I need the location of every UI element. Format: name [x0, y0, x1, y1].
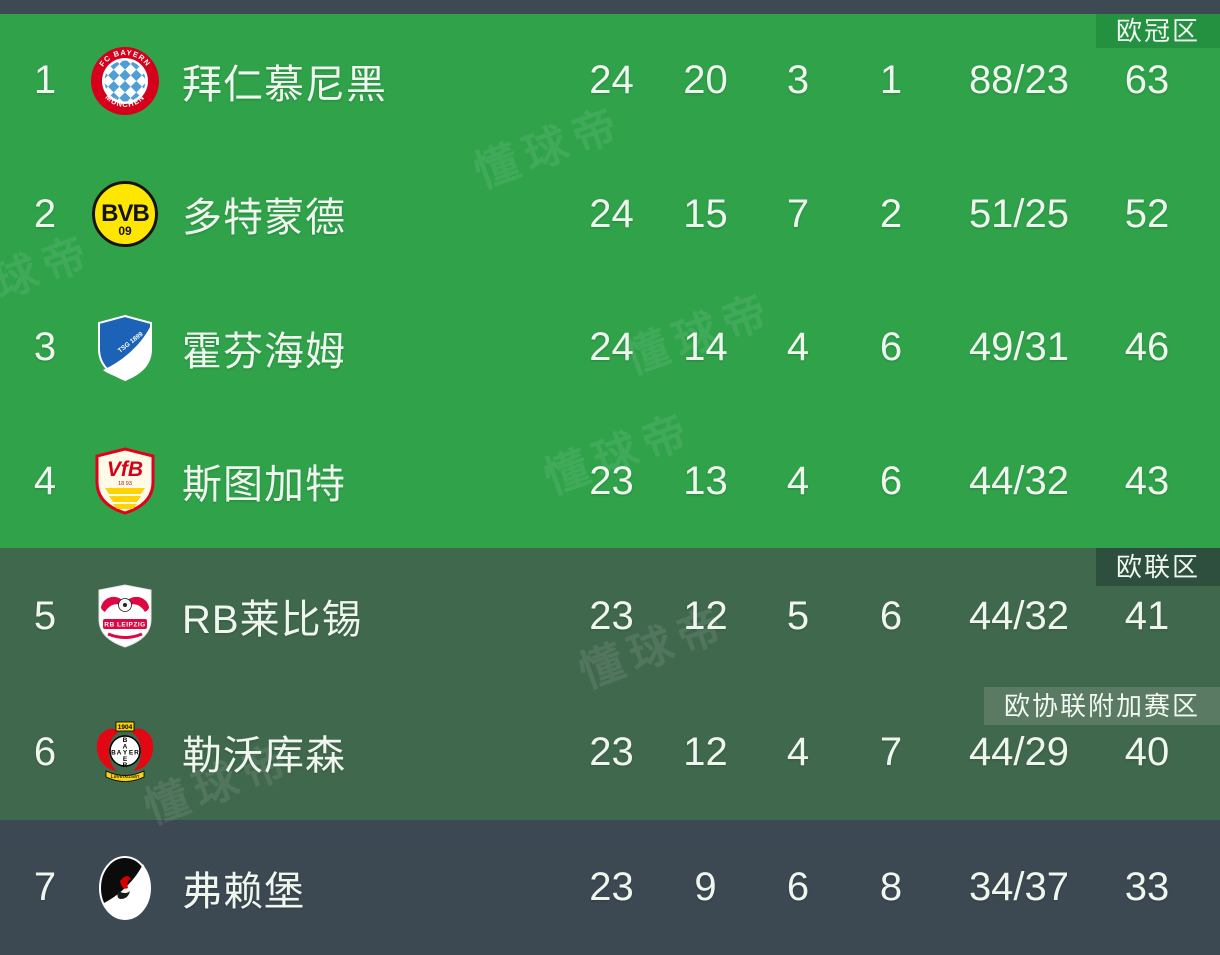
losses: 6 — [879, 458, 903, 503]
points: 33 — [1124, 865, 1170, 909]
hoffenheim-logo: TSG 1899 — [90, 313, 160, 383]
status-bar — [0, 0, 1220, 14]
svg-text:1904: 1904 — [118, 724, 133, 731]
draws: 4 — [786, 458, 810, 503]
matches-played: 24 — [589, 325, 634, 370]
losses: 2 — [879, 191, 903, 236]
goals-for-against: 44/29 — [968, 729, 1070, 774]
rank: 7 — [33, 865, 57, 909]
team-name: 斯图加特 — [182, 463, 346, 508]
svg-text:18 93: 18 93 — [118, 481, 132, 487]
conference-playoff-zone-badge: 欧协联附加赛区 — [983, 687, 1220, 725]
draws: 5 — [786, 593, 810, 638]
svg-text:Y: Y — [123, 750, 128, 757]
team-name: 勒沃库森 — [182, 734, 346, 778]
wins: 20 — [683, 58, 728, 103]
rank: 4 — [33, 458, 57, 503]
svg-text:BVB: BVB — [101, 200, 149, 227]
table-row[interactable]: 5 RB LEIPZIG RB莱比锡 23 12 5 6 44/32 41 — [0, 548, 1220, 684]
goals-for-against: 34/37 — [968, 865, 1070, 909]
goals-for-against: 49/31 — [968, 325, 1070, 370]
wins: 13 — [683, 458, 728, 503]
points: 43 — [1124, 458, 1170, 503]
freiburg-logo — [90, 853, 160, 923]
rb-leipzig-logo: RB LEIPZIG — [90, 581, 160, 651]
wins: 14 — [683, 325, 728, 370]
rank: 2 — [33, 191, 57, 236]
wins: 9 — [694, 865, 717, 909]
svg-text:B: B — [123, 737, 128, 744]
goals-for-against: 88/23 — [968, 58, 1070, 103]
draws: 7 — [786, 191, 810, 236]
svg-text:09: 09 — [118, 224, 132, 238]
rank: 5 — [33, 593, 57, 638]
svg-text:VfB: VfB — [107, 458, 143, 481]
wins: 15 — [683, 191, 728, 236]
matches-played: 23 — [589, 865, 634, 909]
table-row[interactable]: 1 FC BAYERN MÜNCHEN 拜仁慕尼黑 — [0, 14, 1220, 148]
svg-text:A: A — [123, 744, 128, 751]
svg-text:R: R — [134, 750, 139, 757]
table-row[interactable]: 7 弗赖堡 23 9 6 8 34/37 33 — [0, 820, 1220, 955]
draws: 4 — [786, 325, 810, 370]
svg-text:E: E — [123, 756, 128, 763]
table-row[interactable]: 4 VfB 18 93 斯图加特 23 13 4 6 44/32 43 — [0, 415, 1220, 549]
table-row[interactable]: 3 TSG 1899 霍芬海姆 24 14 4 6 49/31 46 — [0, 281, 1220, 415]
stuttgart-logo: VfB 18 93 — [90, 446, 160, 516]
draws: 4 — [786, 729, 810, 774]
matches-played: 23 — [589, 729, 634, 774]
svg-text:B: B — [111, 750, 116, 757]
matches-played: 23 — [589, 458, 634, 503]
svg-text:E: E — [129, 750, 134, 757]
europa-league-zone: 欧联区 欧协联附加赛区 5 RB LEIPZIG RB莱比锡 23 12 5 6… — [0, 548, 1220, 820]
team-name: 多特蒙德 — [182, 196, 346, 241]
team-name: 拜仁慕尼黑 — [182, 62, 387, 107]
table-row[interactable]: 2 BVB 09 多特蒙德 24 15 7 2 51/25 52 — [0, 148, 1220, 282]
goals-for-against: 44/32 — [968, 458, 1070, 503]
borussia-dortmund-logo: BVB 09 — [90, 179, 160, 249]
rank: 1 — [33, 58, 57, 103]
team-name: 弗赖堡 — [182, 869, 305, 914]
europa-league-zone-badge: 欧联区 — [1095, 548, 1220, 586]
svg-text:RB LEIPZIG: RB LEIPZIG — [104, 622, 145, 629]
points: 46 — [1124, 325, 1170, 370]
losses: 1 — [879, 58, 903, 103]
champions-league-zone: 欧冠区 1 FC BAYERN MÜNCHEN — [0, 14, 1220, 548]
goals-for-against: 51/25 — [968, 191, 1070, 236]
champions-league-zone-badge: 欧冠区 — [1095, 14, 1220, 48]
mid-table-zone: 7 弗赖堡 23 9 6 8 34/37 33 — [0, 820, 1220, 955]
matches-played: 23 — [589, 593, 634, 638]
losses: 8 — [879, 865, 903, 909]
rank: 6 — [33, 729, 57, 774]
bayern-munich-logo: FC BAYERN MÜNCHEN — [90, 46, 160, 116]
svg-text:Leverkusen: Leverkusen — [111, 774, 139, 780]
wins: 12 — [683, 593, 728, 638]
goals-for-against: 44/32 — [968, 593, 1070, 638]
draws: 3 — [786, 58, 810, 103]
svg-text:A: A — [117, 750, 122, 757]
team-name: 霍芬海姆 — [182, 329, 346, 374]
draws: 6 — [786, 865, 810, 909]
points: 41 — [1124, 593, 1170, 638]
losses: 6 — [879, 593, 903, 638]
rank: 3 — [33, 325, 57, 370]
team-name: RB莱比锡 — [182, 598, 363, 642]
svg-text:R: R — [123, 762, 128, 769]
losses: 6 — [879, 325, 903, 370]
points: 40 — [1124, 729, 1170, 774]
matches-played: 24 — [589, 58, 634, 103]
points: 63 — [1124, 58, 1170, 103]
matches-played: 24 — [589, 191, 634, 236]
wins: 12 — [683, 729, 728, 774]
points: 52 — [1124, 191, 1170, 236]
losses: 7 — [879, 729, 903, 774]
